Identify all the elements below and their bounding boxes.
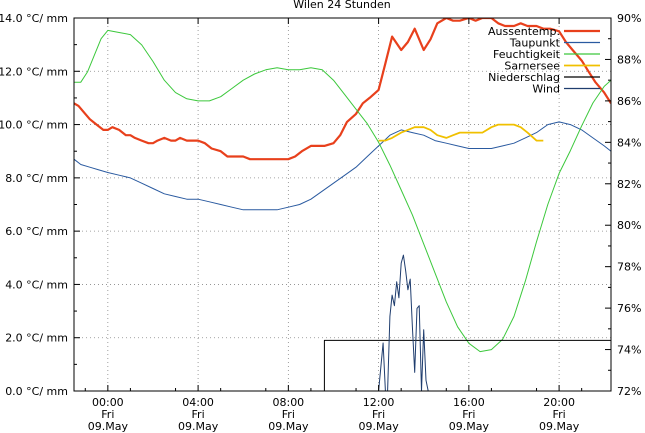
series-line-sarnersee bbox=[378, 123, 544, 142]
legend-label-wind: Wind bbox=[532, 83, 560, 96]
legend-label-niederschlag: Niederschlag bbox=[488, 71, 560, 84]
x-tick-label: 09.May bbox=[88, 420, 129, 433]
x-tick-label: 12:00 bbox=[363, 396, 395, 409]
y-left-ticks: 0.0 °C/ mm 2.0 °C/ mm 4.0 °C/ mm 6.0 °C/ mm… bbox=[0, 12, 80, 398]
y-right-tick-label: 90% bbox=[617, 12, 641, 25]
legend-label-feuchtigkeit: Feuchtigkeit bbox=[493, 48, 561, 61]
y-right-tick-label: 84% bbox=[617, 136, 641, 149]
y-right-tick-label: 76% bbox=[617, 302, 641, 315]
series-line-niederschlag bbox=[321, 339, 611, 391]
y-left-tick-label: 14.0 °C/ mm bbox=[0, 12, 68, 25]
x-tick-label: Fri bbox=[553, 408, 566, 421]
y-right-tick-label: 78% bbox=[617, 261, 641, 274]
x-tick-label: 09.May bbox=[358, 420, 399, 433]
grid bbox=[74, 18, 611, 391]
y-left-tick-label: 2.0 °C/ mm bbox=[5, 332, 68, 345]
x-tick-label: 09.May bbox=[449, 420, 490, 433]
x-tick-label: Fri bbox=[101, 408, 114, 421]
x-tick-label: Fri bbox=[462, 408, 475, 421]
series-line-aussentemp bbox=[74, 18, 611, 161]
y-left-tick-label: 6.0 °C/ mm bbox=[5, 225, 68, 238]
series-line-feuchtigkeit bbox=[74, 29, 611, 353]
y-left-tick-label: 10.0 °C/ mm bbox=[0, 119, 68, 132]
x-tick-label: 09.May bbox=[178, 420, 219, 433]
y-right-tick-label: 82% bbox=[617, 178, 641, 191]
y-left-tick-label: 0.0 °C/ mm bbox=[5, 385, 68, 398]
y-right-tick-label: 72% bbox=[617, 385, 641, 398]
x-tick-label: Fri bbox=[282, 408, 295, 421]
x-tick-label: Fri bbox=[372, 408, 385, 421]
y-right-tick-label: 86% bbox=[617, 95, 641, 108]
y-right-tick-label: 80% bbox=[617, 219, 641, 232]
x-tick-label: 08:00 bbox=[272, 396, 304, 409]
x-tick-label: 00:00 bbox=[92, 396, 124, 409]
series-line-wind bbox=[378, 254, 429, 391]
y-left-tick-label: 12.0 °C/ mm bbox=[0, 65, 68, 78]
y-left-tick-label: 8.0 °C/ mm bbox=[5, 172, 68, 185]
series-line-taupunkt bbox=[74, 121, 611, 211]
y-right-tick-label: 88% bbox=[617, 53, 641, 66]
legend-label-aussentemp: Aussentemp. bbox=[488, 25, 560, 38]
y-right-tick-label: 74% bbox=[617, 344, 641, 357]
x-tick-label: 20:00 bbox=[543, 396, 575, 409]
chart-title: Wilen 24 Stunden bbox=[293, 0, 390, 11]
y-right-ticks: 72% 74% 76% 78% 80% 82% 84% 86% 88% 90% bbox=[605, 12, 641, 398]
series-lines bbox=[74, 18, 611, 391]
x-tick-label: Fri bbox=[192, 408, 205, 421]
x-tick-label: 04:00 bbox=[182, 396, 214, 409]
legend-label-sarnersee: Sarnersee bbox=[504, 60, 560, 73]
x-tick-label: 16:00 bbox=[453, 396, 485, 409]
legend-label-taupunkt: Taupunkt bbox=[509, 37, 561, 50]
x-ticks: 00:00Fri09.May04:00Fri09.May08:00Fri09.M… bbox=[84, 18, 583, 433]
legend: Aussentemp.TaupunktFeuchtigkeitSarnersee… bbox=[488, 25, 600, 96]
x-tick-label: 09.May bbox=[539, 420, 580, 433]
x-tick-label: 09.May bbox=[268, 420, 309, 433]
y-left-tick-label: 4.0 °C/ mm bbox=[5, 278, 68, 291]
